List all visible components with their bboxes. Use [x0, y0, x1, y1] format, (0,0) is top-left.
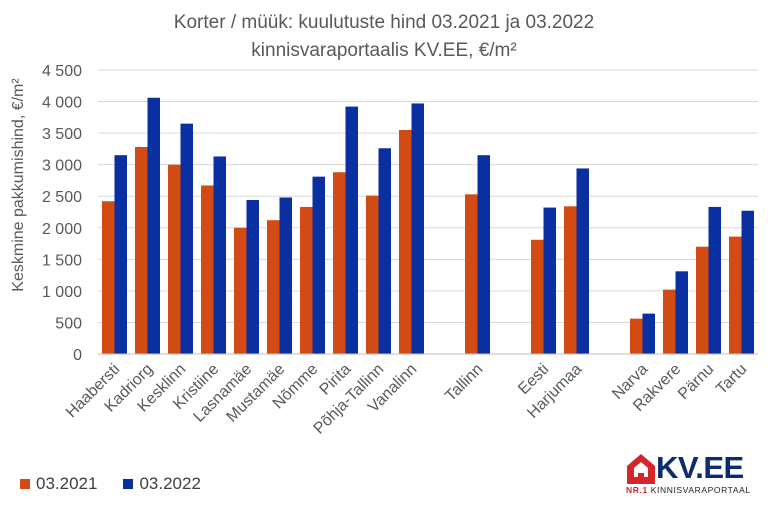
bar-2022: [114, 155, 127, 354]
bar-2022: [246, 200, 259, 354]
bar-2022: [378, 148, 391, 354]
bar-2021: [267, 220, 280, 354]
bar-2022: [675, 271, 688, 354]
y-tick-label: 4 000: [42, 95, 82, 112]
y-tick-label: 1 000: [42, 284, 82, 301]
logo-tag-rest: KINNISVARAPORTAAL: [647, 485, 751, 495]
bar-2021: [201, 185, 214, 354]
y-axis-label: Keskmine pakkumishind, €/m²: [10, 78, 27, 292]
y-tick-label: 3 000: [42, 158, 82, 175]
bar-2021: [696, 246, 709, 354]
bar-2021: [102, 201, 115, 354]
logo-tag-nr: NR.1: [626, 485, 648, 495]
grid-lines: [98, 69, 758, 323]
bar-2021: [234, 227, 247, 354]
house-icon: [627, 454, 655, 484]
x-tick-label: Tallinn: [442, 361, 486, 405]
x-tick-label: Tartu: [713, 361, 750, 398]
legend-swatch-2021: [20, 479, 30, 489]
bar-2022: [213, 156, 226, 354]
legend-swatch-2022: [123, 479, 134, 489]
kv-logo: KV.EE NR.1 KINNISVARAPORTAAL: [626, 450, 758, 498]
bar-2022: [345, 106, 358, 354]
bar-2022: [642, 313, 655, 354]
logo-tagline: NR.1 KINNISVARAPORTAAL: [626, 485, 751, 495]
bar-2022: [741, 210, 754, 354]
y-tick-label: 2 000: [42, 221, 82, 238]
bar-2022: [708, 206, 721, 354]
bar-2021: [465, 194, 478, 354]
x-tick-label: Pärnu: [675, 361, 717, 403]
bar-2022: [180, 123, 193, 354]
y-tick-labels: 0 500 1 000 1 500 2 000 2 500 3 000 3 500 4 000 4…: [42, 63, 82, 364]
y-tick-label: 0: [73, 347, 82, 364]
bar-2022: [477, 155, 490, 354]
legend-label-2021: 03.2021: [36, 474, 98, 493]
legend-label-2022: 03.2022: [139, 474, 201, 493]
y-tick-label: 2 500: [42, 189, 82, 206]
legend-item-2021: 03.2021: [20, 474, 97, 494]
bar-2021: [630, 318, 643, 354]
bar-2022: [576, 168, 589, 354]
bar-2021: [531, 239, 544, 354]
bar-2022: [312, 176, 325, 354]
bar-2021: [300, 206, 313, 354]
y-tick-label: 4 500: [42, 63, 82, 80]
bar-2022: [279, 197, 292, 354]
y-tick-label: 3 500: [42, 126, 82, 143]
legend-item-2022: 03.2022: [123, 474, 201, 494]
bar-2021: [135, 147, 148, 354]
bar-2021: [168, 164, 181, 354]
y-tick-label: 1 500: [42, 252, 82, 269]
chart-subtitle: kinnisvaraportaalis KV.EE, €/m²: [251, 40, 516, 61]
bar-2021: [366, 195, 379, 354]
bar-2022: [411, 103, 424, 354]
bar-2021: [399, 129, 412, 354]
y-tick-label: 500: [55, 315, 82, 332]
bar-2022: [147, 97, 160, 355]
bar-2021: [663, 289, 676, 354]
chart-title: Korter / müük: kuulutuste hind 03.2021 j…: [174, 12, 594, 33]
bar-2021: [729, 236, 742, 354]
legend: 03.2021 03.2022: [20, 474, 227, 494]
bars: [102, 97, 754, 355]
bar-2021: [333, 172, 346, 354]
bar-2021: [564, 206, 577, 354]
logo-text: KV.EE: [656, 450, 744, 485]
x-tick-labels: HaaberstiKadriorgKesklinnKristiineLasnam…: [63, 361, 750, 438]
bar-2022: [543, 207, 556, 354]
